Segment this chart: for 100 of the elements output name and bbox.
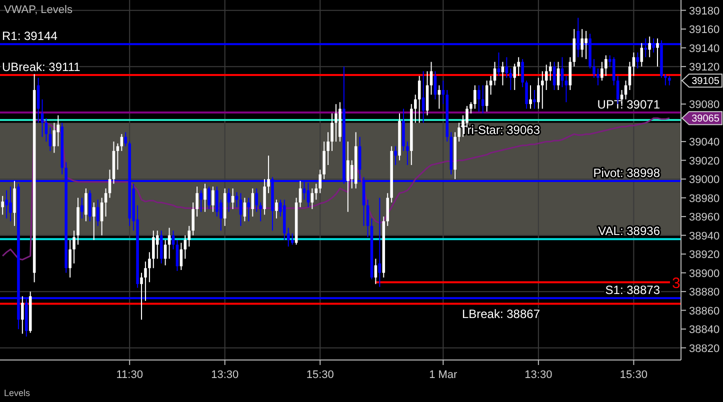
candlestick xyxy=(144,261,147,302)
candlestick xyxy=(204,183,206,212)
candlestick xyxy=(366,199,370,238)
candlestick xyxy=(632,52,636,76)
candlestick xyxy=(84,188,88,222)
candlestick xyxy=(180,242,183,270)
candlestick xyxy=(564,75,568,103)
y-tick-label: 38940 xyxy=(689,230,720,242)
y-tick-label: 38880 xyxy=(689,286,720,299)
candlestick xyxy=(513,63,516,90)
candlestick xyxy=(251,188,254,218)
candlestick xyxy=(263,178,266,216)
candlestick xyxy=(544,64,548,90)
candlestick xyxy=(580,28,584,58)
candlestick xyxy=(1,195,4,216)
candlestick xyxy=(326,132,330,166)
candlestick xyxy=(255,188,258,212)
candlestick xyxy=(485,80,488,112)
y-tick-label: 38980 xyxy=(689,192,720,205)
y-tick-label: 39160 xyxy=(689,24,720,36)
candlestick xyxy=(541,70,544,110)
text: Levels xyxy=(4,388,31,398)
candlestick xyxy=(568,56,572,90)
candlestick xyxy=(88,190,92,222)
candlestick xyxy=(208,186,210,210)
candlestick xyxy=(346,141,350,212)
y-tick-label: 39020 xyxy=(689,155,720,168)
candlestick xyxy=(275,199,278,219)
candlestick xyxy=(310,188,314,210)
ref-line-label: S1: 38873 xyxy=(605,283,660,298)
y-tick-label: 38860 xyxy=(689,305,720,318)
text: 39105 xyxy=(692,76,720,88)
y-tick-label: 39140 xyxy=(689,42,720,55)
candlestick xyxy=(196,186,198,218)
candlestick xyxy=(330,112,334,152)
candlestick xyxy=(548,61,552,82)
y-tick-label: 39180 xyxy=(689,5,720,18)
candlestick xyxy=(52,122,56,154)
text: 39065 xyxy=(692,114,720,125)
candlestick xyxy=(592,58,596,78)
candlestick xyxy=(152,230,155,269)
x-tick-label: 15:30 xyxy=(306,369,334,381)
candlestick xyxy=(537,77,540,110)
candlestick xyxy=(156,230,159,260)
candlestick xyxy=(509,68,512,90)
candlestick xyxy=(184,234,187,260)
candlestick xyxy=(664,74,667,86)
candlestick xyxy=(612,56,616,86)
candlestick xyxy=(56,114,60,147)
candlestick xyxy=(286,227,290,248)
candlestick xyxy=(481,84,484,114)
candlestick xyxy=(604,54,608,76)
y-tick-label: 39120 xyxy=(689,62,720,74)
ref-line-label: R1: 39144 xyxy=(2,29,58,44)
candlestick xyxy=(140,272,143,320)
ref-line-label: VAL: 38936 xyxy=(598,224,660,238)
candlestick xyxy=(243,197,246,222)
candlestick xyxy=(216,186,218,218)
candlestick xyxy=(478,84,480,112)
candlestick xyxy=(648,36,651,58)
candlestick xyxy=(533,90,536,110)
candlestick xyxy=(552,61,556,90)
y-tick-label: 39000 xyxy=(689,174,720,186)
candlestick xyxy=(5,190,8,219)
candlestick xyxy=(100,197,104,236)
candlestick xyxy=(80,197,84,219)
candlestick xyxy=(470,102,472,114)
y-tick-label: 39040 xyxy=(689,136,720,149)
candlestick xyxy=(108,169,112,198)
candlestick xyxy=(298,180,302,208)
y-tick-label: 38820 xyxy=(689,342,720,355)
candlestick xyxy=(9,186,12,222)
candlestick xyxy=(572,28,576,68)
candlestick xyxy=(104,188,108,218)
candlestick xyxy=(378,197,382,288)
candlestick xyxy=(318,169,322,194)
chart-title: VWAP, Levels xyxy=(4,4,73,16)
candlestick xyxy=(517,56,520,76)
candlestick xyxy=(636,52,640,69)
candlestick xyxy=(596,68,600,86)
candlestick xyxy=(96,199,100,226)
ref-line-label: Pivot: 38998 xyxy=(593,166,660,180)
candlestick xyxy=(458,122,460,142)
x-tick-label: 13:30 xyxy=(524,369,552,381)
candlestick xyxy=(430,61,433,96)
candlestick xyxy=(414,94,417,124)
candlestick xyxy=(120,134,124,152)
candlestick xyxy=(36,77,40,124)
candlestick xyxy=(406,141,409,166)
candlestick xyxy=(148,252,151,283)
candlestick xyxy=(322,141,326,180)
candlestick xyxy=(259,202,262,222)
candlestick xyxy=(212,186,214,212)
candlestick xyxy=(192,202,194,236)
candlestick xyxy=(386,192,389,226)
candlestick xyxy=(48,127,52,152)
candlestick xyxy=(267,155,270,194)
y-tick-label: 38840 xyxy=(689,324,720,336)
candlestick xyxy=(227,188,230,212)
candlestick xyxy=(521,58,524,88)
